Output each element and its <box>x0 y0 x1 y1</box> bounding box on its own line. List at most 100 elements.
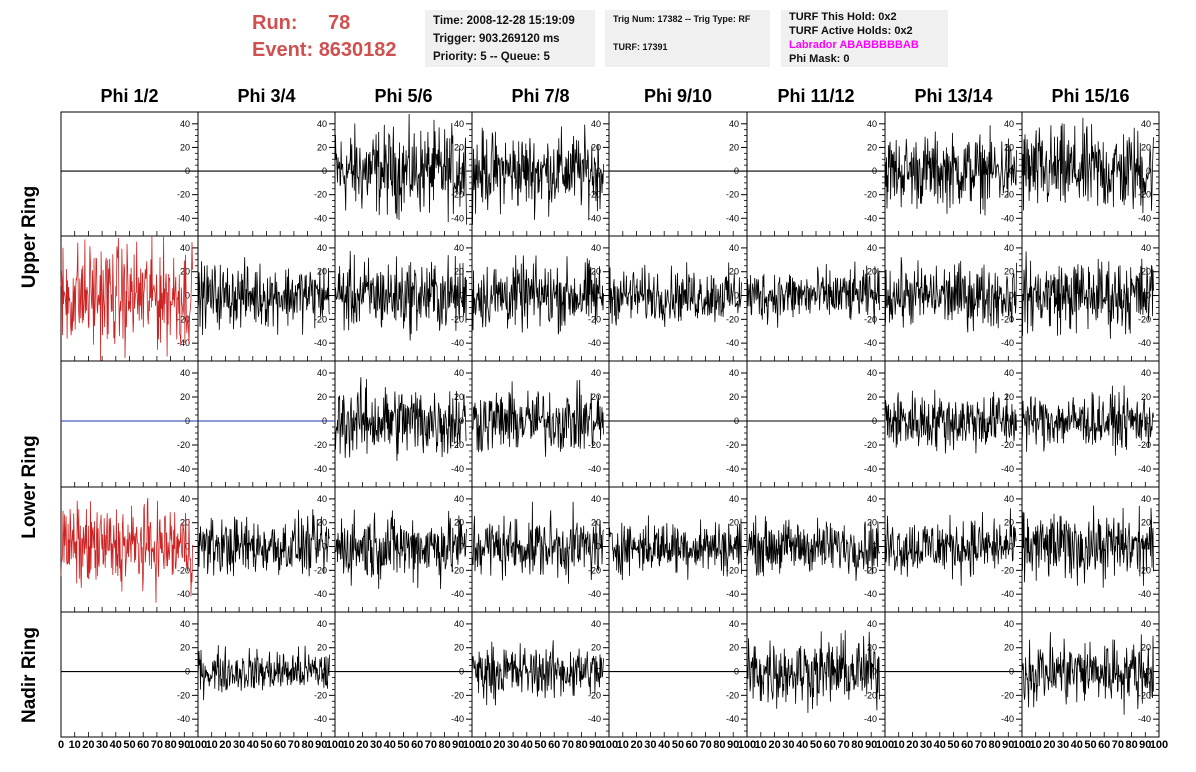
y-tick-label: 20 <box>1004 643 1014 653</box>
y-tick-label: -20 <box>177 440 190 450</box>
y-tick-label: -20 <box>588 314 601 324</box>
waveform-trace <box>471 640 604 706</box>
waveform-trace <box>746 515 880 581</box>
y-tick-label: -40 <box>864 464 877 474</box>
y-tick-label: -40 <box>314 464 327 474</box>
waveform-trace <box>334 113 467 225</box>
trig-text: Trig Num: 17382 -- Trig Type: RF <box>613 14 751 24</box>
y-tick-label: -20 <box>451 314 464 324</box>
y-tick-label: -20 <box>588 440 601 450</box>
x-tick-label: 10 <box>1030 739 1042 751</box>
y-tick-label: 20 <box>867 518 877 528</box>
y-tick-label: 40 <box>1141 243 1151 253</box>
column-title: Phi 3/4 <box>237 86 296 106</box>
y-tick-label: -40 <box>451 213 464 223</box>
column-title: Phi 13/14 <box>914 86 993 106</box>
y-tick-label: 20 <box>1004 392 1014 402</box>
x-tick-label: 50 <box>123 739 135 751</box>
y-tick-label: 40 <box>1004 119 1014 129</box>
waveform-trace <box>197 509 330 577</box>
y-tick-label: 20 <box>1141 392 1151 402</box>
y-tick-label: 20 <box>180 142 190 152</box>
waveform-trace <box>1021 505 1154 588</box>
y-tick-label: 40 <box>867 619 877 629</box>
labrador-text: Labrador ABABBBBBAB <box>789 39 919 51</box>
y-tick-label: -20 <box>864 190 877 200</box>
waveform-trace <box>884 389 1017 454</box>
y-tick-label: 40 <box>729 494 739 504</box>
y-tick-label: 20 <box>591 392 601 402</box>
event-label: Event: <box>252 39 314 61</box>
x-tick-label: 100 <box>326 739 344 751</box>
y-tick-label: 20 <box>867 142 877 152</box>
y-tick-label: 40 <box>454 119 464 129</box>
y-tick-label: -40 <box>588 714 601 724</box>
turf-hold-text: TURF This Hold: 0x2 <box>789 11 897 23</box>
y-tick-label: -20 <box>451 190 464 200</box>
x-tick-label: 30 <box>507 739 519 751</box>
y-tick-label: -20 <box>451 690 464 700</box>
y-tick-label: -40 <box>1138 213 1151 223</box>
column-title: Phi 7/8 <box>511 86 570 106</box>
x-tick-label: 70 <box>151 739 163 751</box>
y-tick-label: -40 <box>314 714 327 724</box>
y-tick-label: -20 <box>314 314 327 324</box>
x-tick-label: 80 <box>1125 739 1137 751</box>
y-tick-label: -20 <box>588 190 601 200</box>
trig-info-box: Trig Num: 17382 -- Trig Type: RF TURF: 1… <box>605 10 770 67</box>
y-tick-label: -40 <box>1138 589 1151 599</box>
x-tick-label: 70 <box>837 739 849 751</box>
y-tick-label: 20 <box>591 267 601 277</box>
waveform-trace <box>746 261 880 328</box>
y-tick-label: -20 <box>864 440 877 450</box>
x-tick-label: 60 <box>411 739 423 751</box>
y-tick-label: 20 <box>180 643 190 653</box>
waveform-trace <box>60 235 193 362</box>
x-tick-label: 30 <box>96 739 108 751</box>
x-tick-label: 80 <box>575 739 587 751</box>
x-tick-label: 50 <box>260 739 272 751</box>
y-tick-label: -40 <box>864 213 877 223</box>
y-tick-label: 20 <box>1141 518 1151 528</box>
y-tick-label: 40 <box>317 619 327 629</box>
y-tick-label: -40 <box>451 714 464 724</box>
y-tick-label: 40 <box>180 243 190 253</box>
x-tick-label: 20 <box>768 739 780 751</box>
x-tick-label: 90 <box>452 739 464 751</box>
y-tick-label: -40 <box>726 464 739 474</box>
y-tick-label: 40 <box>1141 368 1151 378</box>
y-tick-label: -40 <box>314 338 327 348</box>
y-tick-label: 40 <box>729 619 739 629</box>
y-tick-label: -40 <box>1001 714 1014 724</box>
x-tick-label: 90 <box>178 739 190 751</box>
y-tick-label: -40 <box>1001 213 1014 223</box>
turf-text: TURF: 17391 <box>613 42 668 52</box>
y-tick-label: -40 <box>726 589 739 599</box>
y-tick-label: 40 <box>867 119 877 129</box>
y-tick-label: 0 <box>185 291 190 301</box>
priority-text: Priority: 5 -- Queue: 5 <box>433 51 550 63</box>
x-tick-label: 30 <box>920 739 932 751</box>
waveform-trace <box>1021 117 1154 214</box>
waveform-trace <box>197 257 330 336</box>
y-tick-label: -20 <box>726 190 739 200</box>
y-tick-label: -20 <box>314 440 327 450</box>
x-tick-label: 90 <box>589 739 601 751</box>
y-tick-label: 40 <box>729 243 739 253</box>
x-tick-label: 80 <box>713 739 725 751</box>
x-tick-label: 20 <box>493 739 505 751</box>
y-tick-label: -40 <box>314 589 327 599</box>
y-tick-label: 40 <box>180 119 190 129</box>
y-tick-label: 40 <box>591 494 601 504</box>
y-tick-label: 0 <box>734 291 739 301</box>
y-tick-label: -40 <box>1138 464 1151 474</box>
y-tick-label: 0 <box>185 542 190 552</box>
y-tick-label: 40 <box>1004 243 1014 253</box>
x-tick-label: 70 <box>425 739 437 751</box>
y-tick-label: -20 <box>177 190 190 200</box>
x-tick-label: 80 <box>988 739 1000 751</box>
y-tick-label: -20 <box>177 314 190 324</box>
y-tick-label: 20 <box>867 392 877 402</box>
phi-mask-text: Phi Mask: 0 <box>789 53 850 65</box>
waveform-trace <box>334 377 467 462</box>
